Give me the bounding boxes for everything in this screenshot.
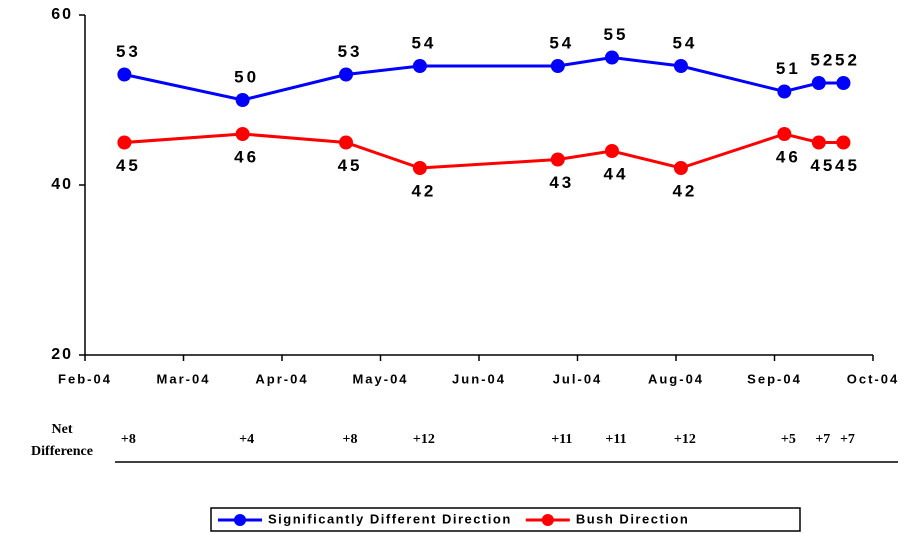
value-label: 45 <box>116 156 141 175</box>
value-label: 46 <box>776 147 801 166</box>
value-label: 54 <box>672 33 697 52</box>
point <box>235 93 250 107</box>
x-tick-label: Sep-04 <box>747 371 802 386</box>
value-label: 51 <box>776 59 801 78</box>
value-label: 42 <box>411 181 436 200</box>
value-label: 45 <box>835 156 860 175</box>
legend-marker <box>234 514 246 526</box>
net-value: +4 <box>239 432 254 447</box>
value-label: 54 <box>549 33 574 52</box>
point <box>550 59 565 73</box>
value-label: 55 <box>604 25 629 44</box>
point <box>235 127 250 141</box>
point <box>836 76 851 90</box>
point <box>604 50 619 65</box>
point <box>673 161 688 175</box>
series-line <box>124 132 844 170</box>
x-tick-label: Jul-04 <box>553 371 603 386</box>
point <box>811 76 826 90</box>
value-label: 46 <box>234 147 259 166</box>
net-value: +12 <box>413 432 435 447</box>
point <box>836 135 851 150</box>
value-label: 53 <box>116 42 141 61</box>
x-tick-label: May-04 <box>352 371 408 386</box>
net-value: +8 <box>121 432 136 447</box>
value-label: 42 <box>672 181 697 200</box>
x-tick-label: Aug-04 <box>648 371 704 386</box>
legend-label: Bush Direction <box>576 511 689 526</box>
x-tick-label: Apr-04 <box>255 371 308 386</box>
net-value: +7 <box>815 432 830 447</box>
net-value: +11 <box>551 432 572 447</box>
net-label: Net <box>52 422 73 437</box>
point <box>117 135 132 150</box>
point <box>604 144 619 158</box>
value-label: 45 <box>338 156 363 175</box>
point <box>777 84 792 99</box>
legend-label: Significantly Different Direction <box>268 511 512 526</box>
net-label: Difference <box>31 444 93 459</box>
point <box>412 59 427 73</box>
value-label: 43 <box>549 173 574 192</box>
y-tick-label: 40 <box>51 176 73 193</box>
x-tick-label: Feb-04 <box>58 371 112 386</box>
point <box>117 67 132 82</box>
legend-marker <box>541 514 554 526</box>
legend-box <box>210 507 801 532</box>
point <box>339 67 354 82</box>
y-tick-label: 60 <box>51 6 73 23</box>
net-value: +8 <box>343 432 358 447</box>
y-tick-label: 20 <box>51 346 73 363</box>
x-tick-label: Oct-04 <box>847 371 899 386</box>
point <box>673 59 688 73</box>
point <box>412 161 427 175</box>
net-value: +7 <box>840 432 855 447</box>
point <box>339 135 354 150</box>
value-label: 44 <box>604 164 629 183</box>
value-label: 54 <box>411 33 436 52</box>
net-value: +12 <box>674 432 696 447</box>
value-label: 52 <box>810 50 835 69</box>
x-tick-label: Mar-04 <box>157 371 211 386</box>
point <box>777 127 792 141</box>
point <box>550 152 565 167</box>
value-label: 53 <box>338 42 363 61</box>
point <box>811 135 826 150</box>
net-value: +5 <box>781 432 796 447</box>
value-label: 45 <box>810 156 835 175</box>
net-value: +11 <box>605 432 626 447</box>
value-label: 50 <box>234 67 259 86</box>
series-line <box>124 55 844 102</box>
value-label: 52 <box>835 50 860 69</box>
x-tick-label: Jun-04 <box>452 371 506 386</box>
